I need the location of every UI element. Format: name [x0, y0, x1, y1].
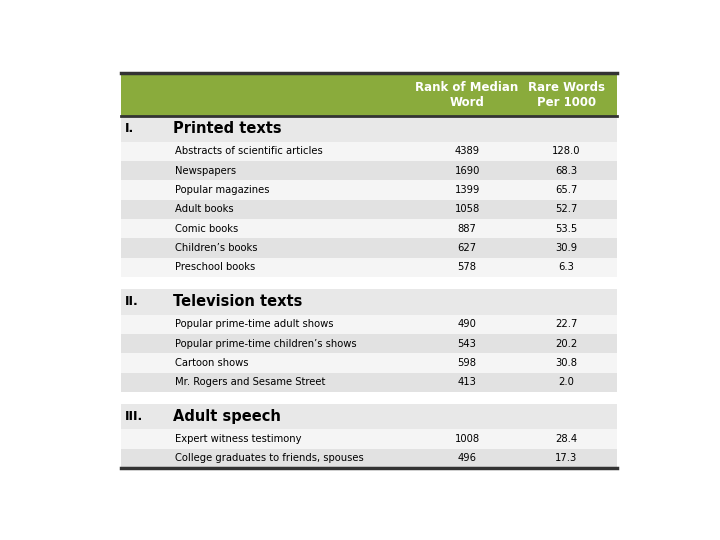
- Text: 887: 887: [458, 224, 477, 234]
- Text: 65.7: 65.7: [555, 185, 577, 195]
- Text: Printed texts: Printed texts: [173, 122, 282, 136]
- Bar: [121, 392, 617, 404]
- Bar: [121, 73, 617, 116]
- Text: Television texts: Television texts: [173, 294, 302, 309]
- Bar: [121, 373, 617, 392]
- Text: Rare Words
Per 1000: Rare Words Per 1000: [528, 80, 605, 109]
- Bar: [121, 161, 617, 180]
- Bar: [121, 404, 617, 429]
- Text: 1008: 1008: [454, 434, 480, 444]
- Text: Adult speech: Adult speech: [173, 409, 281, 424]
- Text: Popular magazines: Popular magazines: [175, 185, 270, 195]
- Bar: [121, 429, 617, 449]
- Bar: [121, 289, 617, 314]
- Text: 490: 490: [458, 319, 477, 329]
- Text: 2.0: 2.0: [559, 377, 575, 387]
- Bar: [121, 238, 617, 258]
- Text: 53.5: 53.5: [555, 224, 577, 234]
- Bar: [121, 258, 617, 277]
- Bar: [121, 449, 617, 468]
- Text: 1399: 1399: [454, 185, 480, 195]
- Text: 1058: 1058: [454, 204, 480, 214]
- Text: 598: 598: [458, 358, 477, 368]
- Text: 30.8: 30.8: [555, 358, 577, 368]
- Text: 578: 578: [458, 262, 477, 272]
- Bar: [121, 180, 617, 200]
- Text: 28.4: 28.4: [555, 434, 577, 444]
- Text: Popular prime-time children’s shows: Popular prime-time children’s shows: [175, 339, 357, 348]
- Text: 128.0: 128.0: [552, 146, 580, 156]
- Text: 17.3: 17.3: [555, 454, 577, 463]
- Text: III.: III.: [125, 410, 143, 423]
- Text: 1690: 1690: [454, 166, 480, 176]
- Bar: [121, 277, 617, 289]
- Text: Adult books: Adult books: [175, 204, 234, 214]
- Text: 52.7: 52.7: [555, 204, 577, 214]
- Text: 20.2: 20.2: [555, 339, 577, 348]
- Text: Abstracts of scientific articles: Abstracts of scientific articles: [175, 146, 323, 156]
- Text: 627: 627: [457, 243, 477, 253]
- Text: Rank of Median
Word: Rank of Median Word: [415, 80, 518, 109]
- Text: II.: II.: [125, 295, 138, 308]
- Text: 68.3: 68.3: [555, 166, 577, 176]
- Bar: [121, 200, 617, 219]
- Text: 496: 496: [458, 454, 477, 463]
- Text: Newspapers: Newspapers: [175, 166, 236, 176]
- Text: College graduates to friends, spouses: College graduates to friends, spouses: [175, 454, 364, 463]
- Bar: [121, 334, 617, 353]
- Text: Preschool books: Preschool books: [175, 262, 256, 272]
- Text: Mr. Rogers and Sesame Street: Mr. Rogers and Sesame Street: [175, 377, 325, 387]
- Text: 6.3: 6.3: [559, 262, 575, 272]
- Bar: [121, 141, 617, 161]
- Bar: [121, 219, 617, 238]
- Bar: [121, 353, 617, 373]
- Text: Comic books: Comic books: [175, 224, 238, 234]
- Text: Expert witness testimony: Expert witness testimony: [175, 434, 302, 444]
- Text: 543: 543: [458, 339, 477, 348]
- Text: Cartoon shows: Cartoon shows: [175, 358, 249, 368]
- Text: 4389: 4389: [454, 146, 480, 156]
- Text: 22.7: 22.7: [555, 319, 577, 329]
- Text: Children’s books: Children’s books: [175, 243, 258, 253]
- Text: Popular prime-time adult shows: Popular prime-time adult shows: [175, 319, 334, 329]
- Text: 413: 413: [458, 377, 477, 387]
- Text: 30.9: 30.9: [555, 243, 577, 253]
- Text: I.: I.: [125, 123, 134, 136]
- Bar: [121, 314, 617, 334]
- Bar: [121, 116, 617, 141]
